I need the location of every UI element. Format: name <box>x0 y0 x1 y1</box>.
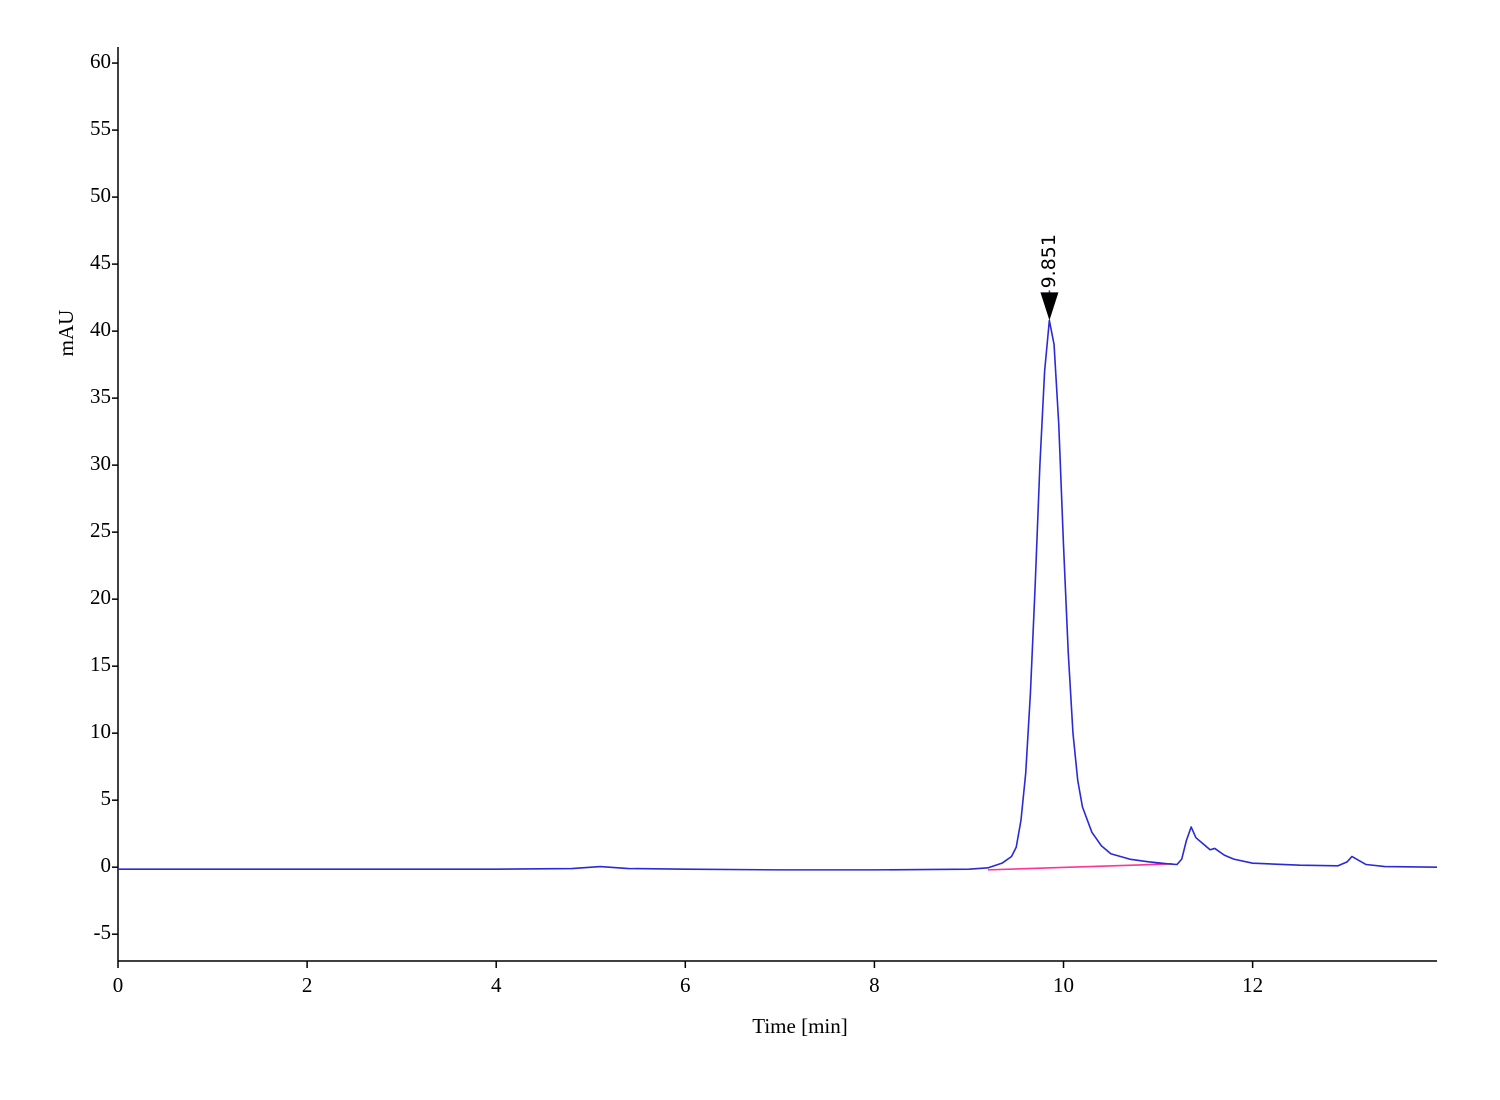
y-tick-label: 15 <box>90 652 111 676</box>
series-line <box>987 863 1173 871</box>
y-tick-label: 55 <box>90 116 111 140</box>
x-tick-label: 8 <box>869 973 880 997</box>
y-tick-label: 10 <box>90 719 111 743</box>
peak-label: 9.851 <box>1038 234 1060 288</box>
y-axis-label: mAU <box>54 310 78 357</box>
y-tick-label: 20 <box>90 585 111 609</box>
peak-marker <box>1040 292 1059 321</box>
y-tick-label: 5 <box>101 786 112 810</box>
y-tick-label: 45 <box>90 250 111 274</box>
y-tick-label: 50 <box>90 183 111 207</box>
x-tick-label: 4 <box>491 973 502 997</box>
x-tick-label: 2 <box>302 973 313 997</box>
series-line <box>118 319 1438 871</box>
y-tick-label: 40 <box>90 317 111 341</box>
x-tick-label: 6 <box>680 973 691 997</box>
y-tick-label: 25 <box>90 518 111 542</box>
x-tick-label: 12 <box>1242 973 1263 997</box>
y-tick-label: 30 <box>90 451 111 475</box>
x-axis-label: Time [min] <box>752 1014 847 1038</box>
y-tick-label: 0 <box>101 853 112 877</box>
y-tick-label: 35 <box>90 384 111 408</box>
x-tick-label: 0 <box>113 973 124 997</box>
y-tick-label: 60 <box>90 49 111 73</box>
y-tick-label: -5 <box>94 920 112 944</box>
x-tick-label: 10 <box>1053 973 1074 997</box>
